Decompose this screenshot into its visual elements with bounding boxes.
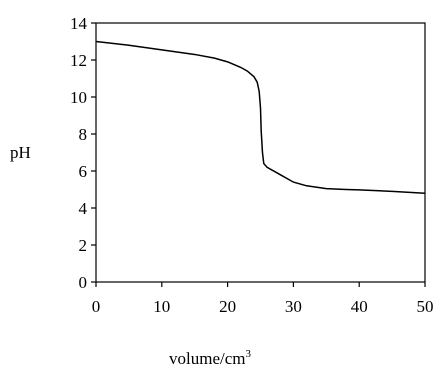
y-tick-label: 0 xyxy=(79,273,88,292)
x-axis-label-superscript: 3 xyxy=(245,348,251,360)
x-axis-label-main: volume/cm xyxy=(169,349,245,368)
y-tick-label: 10 xyxy=(70,88,87,107)
x-axis: 0 10 20 30 40 50 xyxy=(92,282,434,316)
y-axis: 0 2 4 6 8 10 12 14 xyxy=(70,14,96,292)
y-axis-label: pH xyxy=(10,143,31,162)
x-tick-label: 0 xyxy=(92,297,101,316)
x-tick-label: 40 xyxy=(351,297,368,316)
x-axis-label: volume/cm3 xyxy=(169,348,251,368)
plot-frame xyxy=(96,23,425,282)
y-tick-label: 2 xyxy=(79,236,88,255)
titration-curve xyxy=(96,42,425,194)
y-tick-label: 8 xyxy=(79,125,88,144)
x-tick-label: 30 xyxy=(285,297,302,316)
x-tick-label: 10 xyxy=(153,297,170,316)
x-tick-label: 20 xyxy=(219,297,236,316)
x-tick-label: 50 xyxy=(417,297,434,316)
y-tick-label: 6 xyxy=(79,162,88,181)
y-tick-label: 4 xyxy=(79,199,88,218)
y-tick-label: 12 xyxy=(70,51,87,70)
y-tick-label: 14 xyxy=(70,14,88,33)
